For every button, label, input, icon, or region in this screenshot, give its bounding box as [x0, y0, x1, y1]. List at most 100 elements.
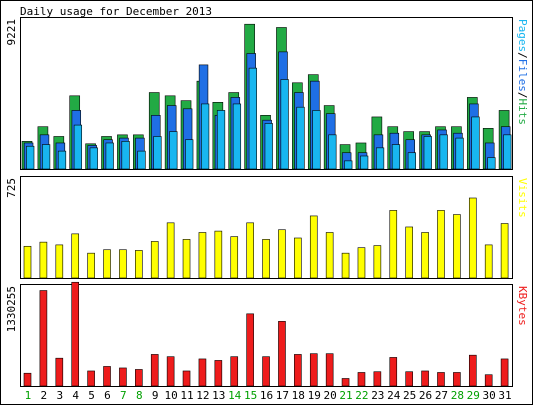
hits_panel-bar-pages-day-1	[26, 145, 35, 170]
hits_panel-bar-pages-day-29	[471, 116, 480, 170]
hits_panel-series-label: Pages/Files/Hits	[516, 19, 529, 125]
kbytes_panel-bar-kbytes-day-4	[71, 281, 80, 387]
kbytes_panel-bar-kbytes-day-30	[484, 374, 493, 387]
kbytes_panel-bar-kbytes-day-19	[309, 353, 318, 387]
x-tick-label-day-31: 31	[498, 389, 511, 402]
x-tick-label-day-7: 7	[120, 389, 127, 402]
visits_panel-bar-visits-day-10	[166, 222, 175, 279]
hits_panel-bar-pages-day-15	[248, 67, 257, 170]
x-tick-label-day-29: 29	[467, 389, 480, 402]
kbytes_panel-bar-kbytes-day-1	[23, 372, 32, 387]
hits_panel-bar-pages-day-19	[312, 110, 321, 170]
x-tick-label-day-5: 5	[88, 389, 95, 402]
visits_panel-bar-visits-day-30	[484, 244, 493, 279]
hits_panel-bar-pages-day-22	[360, 155, 369, 170]
x-tick-label-day-8: 8	[136, 389, 143, 402]
visits_panel-bar-visits-day-27	[437, 210, 445, 279]
x-tick-label-day-4: 4	[72, 389, 79, 402]
kbytes_panel-bar-kbytes-day-26	[421, 370, 429, 387]
x-tick-label-day-3: 3	[56, 389, 63, 402]
kbytes_panel-bar-kbytes-day-11	[182, 370, 191, 387]
visits_panel-bar-visits-day-21	[341, 252, 350, 279]
hits_panel-bar-pages-day-20	[328, 134, 337, 170]
hits_panel-ymax-label: 9221	[5, 19, 18, 46]
hits_panel-bar-pages-day-9	[153, 136, 162, 170]
kbytes_panel-bar-kbytes-day-13	[214, 360, 223, 387]
visits_panel-bar-visits-day-12	[198, 232, 207, 279]
hits_panel-label-part-2: Files	[516, 59, 529, 92]
visits_panel-bar-visits-day-5	[87, 252, 95, 279]
x-tick-label-day-10: 10	[164, 389, 177, 402]
kbytes_panel-bar-kbytes-day-9	[150, 354, 159, 387]
kbytes_panel-ymax-label: 1330255	[5, 286, 18, 332]
chart-title: Daily usage for December 2013	[20, 5, 212, 18]
hits_panel-bar-pages-day-2	[41, 144, 51, 170]
hits_panel-bar-pages-day-25	[407, 152, 416, 170]
hits_panel-label-part-0: Pages	[516, 19, 529, 52]
hits_panel-bar-pages-day-30	[487, 157, 496, 170]
kbytes_panel-bar-kbytes-day-15	[246, 313, 254, 387]
hits_panel-label-part-3: /	[516, 92, 529, 99]
kbytes_panel-bar-kbytes-day-24	[389, 357, 398, 387]
kbytes_panel-bar-kbytes-day-10	[166, 356, 175, 387]
hits_panel-bar-pages-day-14	[232, 103, 242, 170]
visits_panel-bar-visits-day-17	[278, 229, 286, 279]
kbytes_panel-bar-kbytes-day-27	[437, 372, 445, 387]
x-tick-label-day-18: 18	[292, 389, 305, 402]
visits_panel-bar-visits-day-1	[23, 245, 32, 279]
x-tick-label-day-15: 15	[244, 389, 257, 402]
visits_panel-bar-visits-day-8	[135, 250, 143, 279]
visits_panel-bar-visits-day-26	[421, 232, 429, 279]
visits_panel-bar-visits-day-3	[55, 244, 64, 279]
x-tick-label-day-22: 22	[355, 389, 368, 402]
x-axis-day-labels: 1 2 3 4 5 6 7 8 9 10 11 12 13 14 15 16 17 18 19 20 21 22 23 24 2…	[25, 389, 512, 402]
hits_panel-bar-pages-day-28	[455, 137, 464, 170]
x-tick-label-day-6: 6	[104, 389, 111, 402]
visits_panel-bar-visits-day-14	[230, 236, 239, 279]
hits_panel-bar-pages-day-16	[264, 123, 273, 170]
hits_panel-bar-pages-day-5	[89, 147, 98, 170]
kbytes_panel-bar-kbytes-day-29	[468, 354, 477, 387]
x-tick-label-day-28: 28	[451, 389, 464, 402]
visits_panel-bar-visits-day-18	[294, 237, 302, 279]
x-tick-label-day-26: 26	[419, 389, 432, 402]
x-tick-label-day-14: 14	[228, 389, 242, 402]
kbytes_panel-bar-kbytes-day-16	[262, 356, 270, 387]
kbytes_panel-bar-kbytes-day-31	[500, 358, 509, 387]
hits_panel-bar-pages-day-12	[201, 103, 210, 170]
x-tick-label-day-21: 21	[339, 389, 352, 402]
x-tick-label-day-1: 1	[25, 389, 32, 402]
visits_panel-series-label: Visits	[516, 178, 529, 218]
x-tick-label-day-9: 9	[152, 389, 159, 402]
kbytes_panel-bar-kbytes-day-14	[230, 356, 239, 387]
visits_panel-ymax-label: 725	[5, 178, 18, 198]
hits_panel-bar-pages-day-24	[391, 144, 401, 170]
x-tick-label-day-13: 13	[212, 389, 225, 402]
visits_panel-bar-visits-day-9	[150, 241, 159, 279]
hits_panel-bar-pages-day-18	[296, 106, 305, 170]
hits_panel-bar-pages-day-7	[121, 141, 130, 170]
hits_panel-bar-pages-day-8	[137, 150, 146, 170]
hits_panel-label-part-4: Hits	[516, 99, 529, 126]
visits_panel: 725 Visits	[5, 176, 529, 279]
visits_panel-bar-visits-day-13	[214, 230, 223, 279]
visits_panel-bar-visits-day-19	[309, 215, 318, 279]
hits_panel-bar-pages-day-13	[216, 110, 226, 170]
hits_panel-bar-pages-day-3	[57, 150, 67, 170]
kbytes_panel-bar-kbytes-day-7	[119, 367, 127, 387]
visits_panel-bar-visits-day-11	[182, 239, 191, 279]
hits_panel-label-part-1: /	[516, 52, 529, 59]
visits_panel-bar-visits-day-25	[405, 226, 413, 279]
hits_panel-bar-pages-day-31	[503, 134, 512, 170]
x-tick-label-day-20: 20	[323, 389, 336, 402]
visits_panel-bar-visits-day-28	[453, 214, 461, 279]
kbytes_panel-bar-kbytes-day-28	[453, 372, 461, 387]
hits_panel-bar-pages-day-23	[375, 147, 385, 170]
visits_panel-bar-visits-day-15	[246, 222, 254, 279]
x-tick-label-day-2: 2	[41, 389, 48, 402]
hits_panel: 9221 Pages/Files/Hits	[5, 17, 529, 170]
hits_panel-bar-pages-day-21	[344, 160, 353, 170]
kbytes_panel: 1330255 KBytes	[5, 281, 529, 387]
